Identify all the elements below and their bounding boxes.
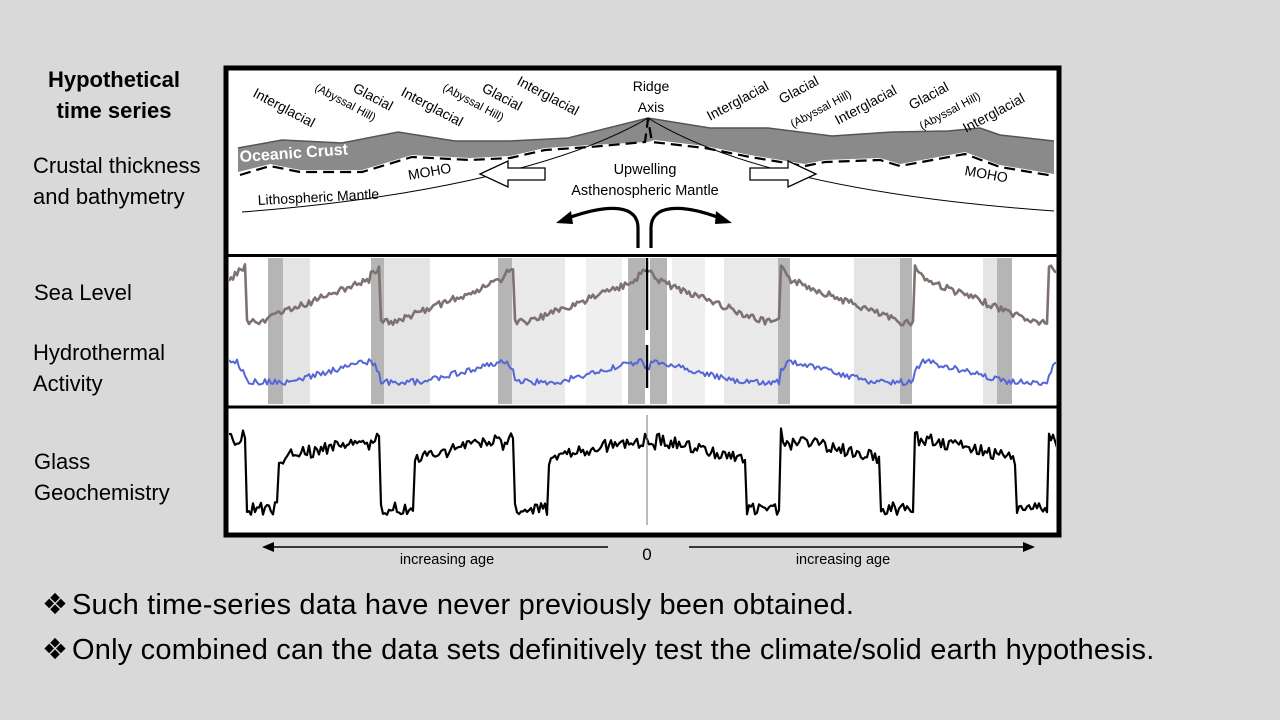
label-crustal: Crustal thickness and bathymetry	[33, 150, 201, 212]
moho-label-right: MOHO	[963, 162, 1009, 185]
glacial-band-4	[498, 258, 512, 404]
oceanic-crust-shape	[238, 118, 1054, 174]
figure-title: Hypothetical time series	[47, 67, 181, 123]
glacial-band-8	[650, 258, 667, 404]
glacial-band-5	[512, 258, 565, 404]
bullet-2: ❖ Only combined can the data sets definit…	[42, 628, 1242, 672]
bullet-1: ❖ Such time-series data have never previo…	[42, 583, 854, 627]
upwelling-label-2: Asthenospheric Mantle	[571, 183, 719, 199]
age-arrowhead-right	[1023, 542, 1035, 552]
left-spreading-arrow	[478, 159, 546, 189]
age-zero-label: 0	[642, 545, 651, 564]
label-glass: Glass Geochemistry	[34, 446, 170, 508]
label-hydrothermal: Hydrothermal Activity	[33, 337, 165, 399]
figure-frame	[223, 65, 1062, 538]
lithosphere-base-left	[241, 117, 649, 213]
lithosphere-base-right	[647, 117, 1055, 212]
moho-label-left: MOHO	[407, 160, 453, 183]
seafloor-line	[237, 117, 1055, 149]
label-hydro-line1: Hydrothermal	[33, 340, 166, 365]
right-spreading-arrow	[749, 159, 818, 189]
glacial-band-13	[900, 258, 912, 404]
glacial-band-6	[586, 258, 622, 404]
upwelling-arrowhead-right	[715, 211, 732, 224]
panel-glass	[226, 407, 1059, 535]
bullet-1-text: Such time-series data have never previou…	[72, 589, 855, 621]
bullet-2-icon: ❖	[42, 634, 69, 666]
bullet-1-icon: ❖	[42, 589, 69, 621]
age-arrowhead-left	[262, 542, 274, 552]
label-glass-line2: Geochemistry	[34, 480, 170, 505]
glacial-band-14	[983, 258, 997, 404]
bullet-2-text: Only combined can the data sets definiti…	[72, 634, 1155, 666]
upwelling-arrow-right	[649, 206, 721, 248]
lithospheric-mantle-label: Lithospheric Mantle	[257, 186, 379, 208]
age-label-left: increasing age	[400, 552, 494, 568]
age-label-right: increasing age	[796, 552, 890, 568]
label-crustal-line1: Crustal thickness	[33, 153, 201, 178]
upwelling-arrowhead-left	[556, 211, 573, 224]
upwelling-arrow-left	[567, 206, 640, 248]
ridge-axis-label-2: Axis	[638, 99, 664, 115]
label-crustal-line2: and bathymetry	[33, 184, 185, 209]
glacial-band-2	[371, 258, 384, 404]
moho-line	[239, 118, 1055, 178]
label-hydro-line2: Activity	[33, 371, 103, 396]
label-sea-level: Sea Level	[34, 280, 132, 305]
label-glass-line1: Glass	[34, 449, 91, 474]
upwelling-label-1: Upwelling	[614, 162, 677, 178]
glacial-band-0	[268, 258, 283, 404]
glacial-band-15	[997, 258, 1012, 404]
glacial-band-7	[628, 258, 645, 404]
ridge-axis-label-1: Ridge	[633, 78, 670, 94]
glacial-band-9	[672, 258, 705, 404]
